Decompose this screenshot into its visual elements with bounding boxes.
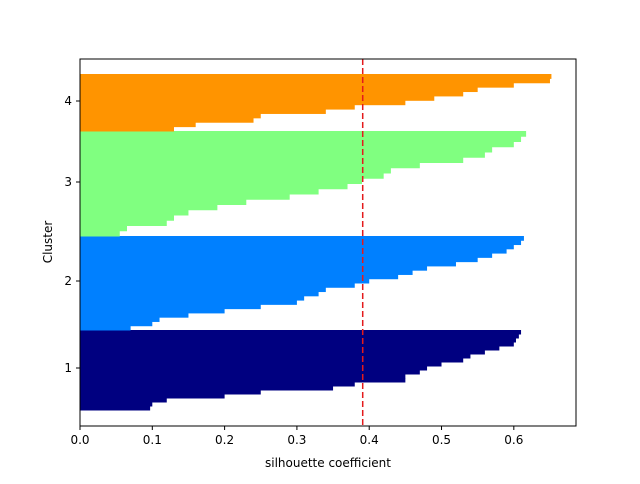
silhouette-bar: [80, 278, 370, 284]
silhouette-bar: [80, 209, 189, 216]
silhouette-bar: [80, 131, 527, 137]
x-tick-label: 0.5: [432, 433, 451, 447]
silhouette-bar: [80, 104, 355, 110]
silhouette-bar: [80, 230, 120, 237]
plot-frame: [79, 58, 577, 427]
silhouette-bar: [80, 402, 153, 407]
silhouette-bar: [80, 117, 254, 123]
silhouette-bar: [80, 113, 261, 119]
silhouette-bar: [80, 194, 290, 200]
silhouette-bar: [80, 95, 435, 101]
silhouette-bar: [80, 146, 493, 153]
silhouette-bar: [80, 220, 167, 226]
silhouette-bar: [80, 240, 522, 246]
silhouette-bar: [80, 178, 362, 184]
x-tick-label: 0.0: [70, 433, 89, 447]
x-tick-label: 0.1: [143, 433, 162, 447]
silhouette-bar: [80, 346, 500, 351]
silhouette-bar: [80, 362, 442, 367]
silhouette-bar: [80, 330, 522, 335]
silhouette-bar: [80, 350, 485, 355]
silhouette-bar: [80, 291, 319, 297]
silhouette-bar: [80, 157, 464, 163]
x-axis-label: silhouette coefficient: [265, 456, 391, 470]
silhouette-bar: [80, 394, 225, 399]
x-tick-label: 0.4: [360, 433, 379, 447]
silhouette-bar: [80, 248, 507, 254]
silhouette-bar: [80, 274, 399, 280]
silhouette-bar: [80, 152, 485, 158]
silhouette-bar: [80, 382, 355, 387]
silhouette-bar: [80, 100, 406, 106]
x-tick-label: 0.6: [504, 433, 523, 447]
silhouette-bar: [80, 199, 247, 205]
silhouette-bar: [80, 265, 428, 271]
silhouette-bar: [80, 204, 218, 211]
silhouette-bar: [80, 321, 153, 327]
silhouette-bar: [80, 183, 348, 190]
silhouette-bar: [80, 370, 420, 375]
silhouette-bar: [80, 236, 524, 241]
silhouette-bar: [80, 338, 516, 343]
silhouette-bar: [80, 283, 355, 288]
y-tick-label: 3: [64, 175, 72, 189]
silhouette-bar: [80, 244, 514, 250]
x-tick-label: 0.3: [287, 433, 306, 447]
silhouette-bar: [80, 398, 167, 403]
silhouette-bar: [80, 354, 471, 359]
silhouette-bar: [80, 304, 261, 310]
silhouette-bar: [80, 78, 550, 84]
silhouette-bar: [80, 406, 151, 411]
silhouette-bar: [80, 167, 391, 174]
silhouette-bar: [80, 82, 514, 88]
silhouette-bar: [80, 325, 131, 331]
silhouette-bar: [80, 91, 464, 97]
silhouette-bar: [80, 136, 522, 142]
silhouette-bar: [80, 390, 261, 395]
silhouette-bar: [80, 378, 406, 383]
silhouette-bar: [80, 287, 326, 293]
silhouette-bar: [80, 386, 334, 391]
silhouette-bar: [80, 342, 514, 347]
silhouette-bar: [80, 374, 406, 379]
silhouette-bar: [80, 188, 319, 195]
silhouette-bar: [80, 308, 225, 314]
silhouette-bar: [80, 312, 189, 318]
silhouette-bar: [80, 366, 428, 371]
y-tick-label: 2: [64, 274, 72, 288]
silhouette-bar: [80, 295, 305, 301]
y-tick-label: 1: [64, 361, 72, 375]
silhouette-bar: [80, 74, 552, 79]
silhouette-bar: [80, 257, 478, 263]
silhouette-bar: [80, 300, 297, 305]
silhouette-bar: [80, 261, 456, 267]
silhouette-bar: [80, 253, 493, 258]
silhouette-bar: [80, 317, 160, 322]
silhouette-bar: [80, 334, 519, 339]
silhouette-bar: [80, 141, 514, 148]
silhouette-bar: [80, 270, 413, 275]
x-tick-label: 0.2: [215, 433, 234, 447]
silhouette-bar: [80, 173, 384, 179]
silhouette-bar: [80, 122, 196, 128]
silhouette-bar: [80, 126, 174, 132]
y-axis-label: Cluster: [41, 221, 55, 264]
silhouette-bar: [80, 358, 464, 363]
y-tick-label: 4: [64, 94, 72, 108]
silhouette-bar: [80, 225, 127, 232]
silhouette-bar: [80, 87, 478, 93]
silhouette-bar: [80, 109, 326, 114]
silhouette-bar: [80, 162, 420, 169]
silhouette-bar: [80, 215, 174, 221]
